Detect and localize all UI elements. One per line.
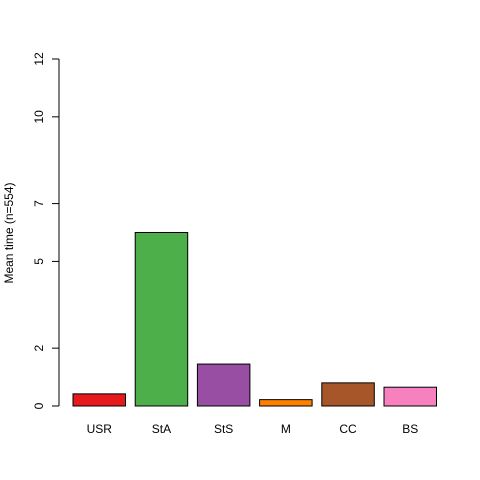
y-tick-label: 12 [32, 52, 46, 66]
y-axis-title: Mean time (n=554) [2, 182, 16, 283]
y-axis: 0 2 5 7 10 12 [32, 52, 60, 409]
y-tick-label: 10 [32, 110, 46, 124]
x-axis-labels: USR StA StS M CC BS [87, 422, 419, 436]
bar-sts [196, 363, 251, 407]
y-tick-label: 5 [32, 258, 46, 265]
x-tick-label: BS [402, 422, 418, 436]
x-tick-label: M [281, 422, 291, 436]
x-tick-label: StA [152, 422, 171, 436]
y-tick-label: 7 [32, 200, 46, 207]
x-tick-label: CC [339, 422, 357, 436]
bar-m [259, 399, 313, 407]
y-tick-label: 0 [32, 402, 46, 409]
x-tick-label: StS [214, 422, 233, 436]
bars-group [72, 232, 437, 407]
x-tick-label: USR [87, 422, 113, 436]
y-tick-label: 2 [32, 345, 46, 352]
bar-sta [134, 232, 189, 407]
bar-bs [383, 386, 437, 407]
bar-cc [321, 382, 375, 407]
bar-usr [72, 393, 126, 407]
